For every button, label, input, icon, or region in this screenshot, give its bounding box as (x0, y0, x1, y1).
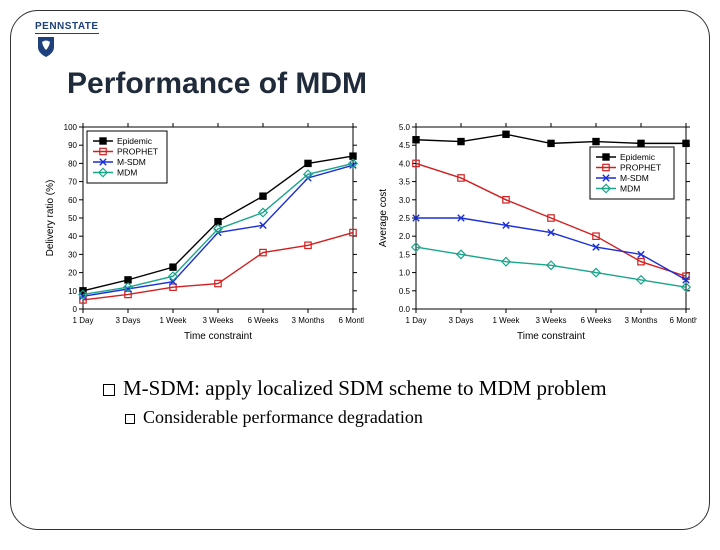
slide-frame: PENNSTATE Performance of MDM 0 10 20 30 40 50… (10, 10, 710, 530)
svg-text:6 Weeks: 6 Weeks (248, 316, 279, 325)
svg-text:0.0: 0.0 (399, 305, 411, 314)
bullet-1: M-SDM: apply localized SDM scheme to MDM… (103, 375, 689, 401)
pennstate-logo: PENNSTATE (35, 21, 99, 58)
svg-text:1 Week: 1 Week (493, 316, 521, 325)
svg-text:6 Months: 6 Months (670, 316, 697, 325)
bullet-list: M-SDM: apply localized SDM scheme to MDM… (103, 375, 689, 428)
svg-text:1.0: 1.0 (399, 269, 411, 278)
chart-average-cost: 0.0 0.5 1.0 1.5 2.0 2.5 3.0 3.5 4.0 4.5 5.0 1 Day 3 … (372, 115, 697, 355)
svg-text:90: 90 (68, 141, 77, 150)
slide-title: Performance of MDM (67, 67, 689, 101)
svg-text:Time constraint: Time constraint (517, 331, 585, 342)
svg-text:3.5: 3.5 (399, 178, 411, 187)
svg-text:1 Day: 1 Day (406, 316, 427, 325)
svg-text:5.0: 5.0 (399, 123, 411, 132)
svg-text:0: 0 (73, 305, 78, 314)
bullet-2-text: Considerable performance degradation (143, 407, 423, 427)
svg-text:2.5: 2.5 (399, 214, 411, 223)
svg-text:2.0: 2.0 (399, 232, 411, 241)
svg-text:Time constraint: Time constraint (184, 331, 252, 342)
bullet-2: Considerable performance degradation (125, 407, 689, 428)
shield-icon (37, 36, 55, 58)
svg-text:PROPHET: PROPHET (620, 163, 661, 173)
svg-text:10: 10 (68, 287, 77, 296)
charts-row: 0 10 20 30 40 50 60 70 80 90 100 1 Day 3 Days 1 Week 3… (39, 115, 689, 355)
svg-text:3 Months: 3 Months (625, 316, 658, 325)
svg-text:M-SDM: M-SDM (620, 173, 649, 183)
svg-text:1 Week: 1 Week (160, 316, 188, 325)
logo-text: PENNSTATE (35, 21, 99, 34)
svg-text:4.5: 4.5 (399, 141, 411, 150)
bullet-square-icon (103, 384, 115, 396)
svg-text:Epidemic: Epidemic (117, 136, 153, 146)
svg-text:M-SDM: M-SDM (117, 157, 146, 167)
svg-text:6 Weeks: 6 Weeks (581, 316, 612, 325)
svg-text:1.5: 1.5 (399, 250, 411, 259)
svg-text:100: 100 (64, 123, 78, 132)
svg-text:3 Weeks: 3 Weeks (536, 316, 567, 325)
svg-text:MDM: MDM (117, 168, 137, 178)
svg-text:MDM: MDM (620, 184, 640, 194)
svg-text:40: 40 (68, 232, 77, 241)
svg-text:3 Months: 3 Months (292, 316, 325, 325)
svg-text:4.0: 4.0 (399, 159, 411, 168)
svg-text:3.0: 3.0 (399, 196, 411, 205)
svg-text:PROPHET: PROPHET (117, 147, 158, 157)
svg-text:3 Days: 3 Days (449, 316, 474, 325)
svg-text:0.5: 0.5 (399, 287, 411, 296)
svg-text:50: 50 (68, 214, 77, 223)
bullet-1-text: M-SDM: apply localized SDM scheme to MDM… (123, 376, 607, 400)
svg-text:Average cost: Average cost (378, 189, 389, 247)
svg-text:3 Weeks: 3 Weeks (203, 316, 234, 325)
svg-text:6 Month: 6 Month (339, 316, 364, 325)
svg-text:Epidemic: Epidemic (620, 152, 656, 162)
bullet-square-icon (125, 414, 135, 424)
svg-text:80: 80 (68, 159, 77, 168)
svg-text:30: 30 (68, 250, 77, 259)
svg-text:Delivery ratio (%): Delivery ratio (%) (45, 180, 56, 257)
svg-text:60: 60 (68, 196, 77, 205)
svg-text:70: 70 (68, 178, 77, 187)
svg-text:1 Day: 1 Day (73, 316, 94, 325)
svg-text:20: 20 (68, 269, 77, 278)
svg-text:3 Days: 3 Days (116, 316, 141, 325)
chart-delivery-ratio: 0 10 20 30 40 50 60 70 80 90 100 1 Day 3 Days 1 Week 3… (39, 115, 364, 355)
